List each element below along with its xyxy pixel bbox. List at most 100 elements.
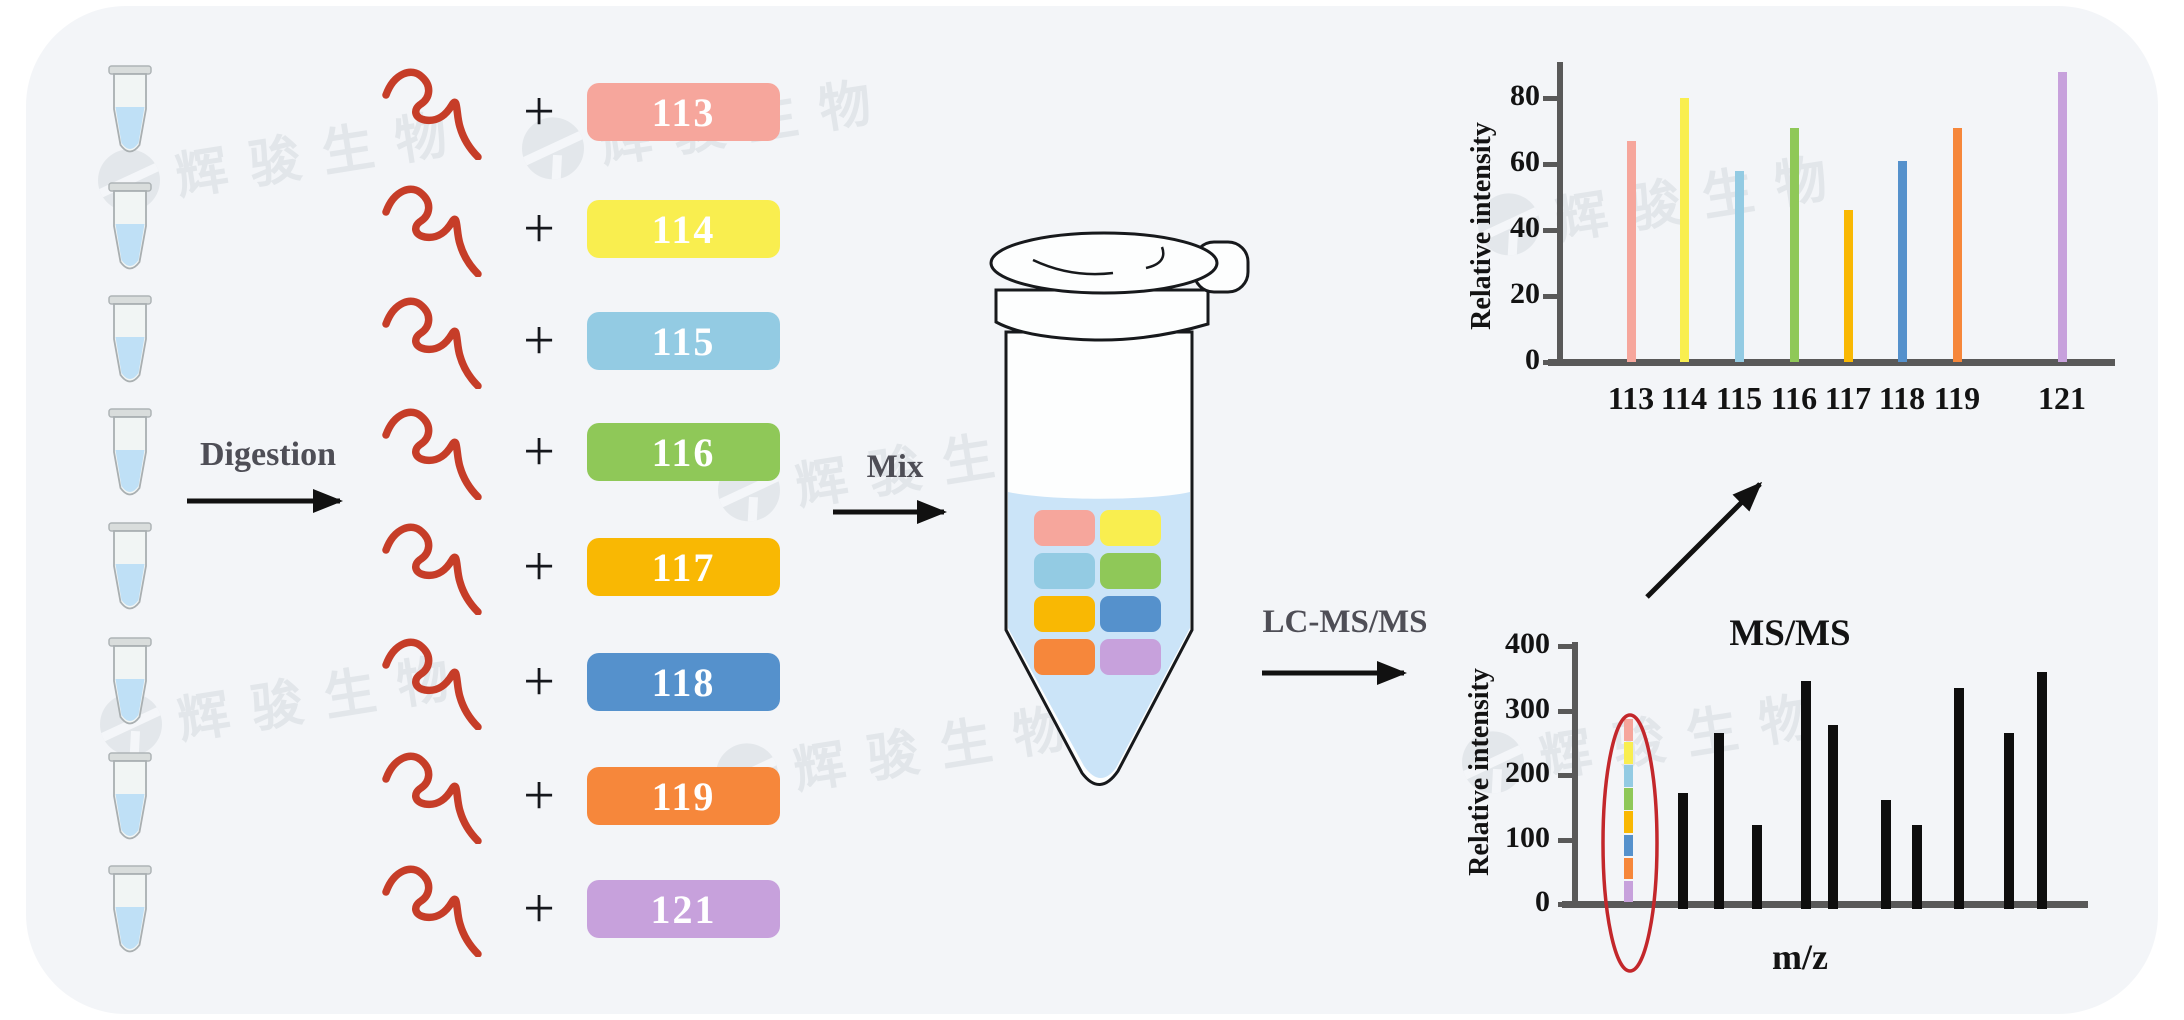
chart-title: MS/MS: [1729, 613, 1851, 654]
y-axis-tick: [1558, 902, 1572, 907]
y-axis-tick: [1558, 708, 1572, 714]
x-tick-label: 118: [1878, 380, 1926, 416]
mixed-label-chip: [1100, 510, 1161, 546]
reporter-badge-label: 116: [651, 429, 716, 475]
x-axis: [1548, 359, 2115, 366]
fragment-peak: [2004, 733, 2014, 909]
plus-sign: +: [523, 310, 555, 372]
reporter-bar: [1680, 98, 1689, 362]
x-tick-label: 113: [1607, 380, 1655, 416]
msms-to-report-arrow: [1645, 481, 1763, 599]
x-tick-label: 117: [1824, 380, 1872, 416]
reporter-stack-segment: [1624, 788, 1633, 810]
fragment-peak: [1912, 825, 1922, 909]
reporter-ions-ellipse: [1601, 713, 1659, 973]
y-axis-tick: [1543, 360, 1557, 365]
fragment-peak: [1828, 725, 1838, 909]
reporter-badge-label: 121: [650, 886, 717, 932]
reporter-stack-segment: [1624, 811, 1633, 834]
y-tick-label: 20: [1510, 277, 1540, 310]
reporter-badge: 119: [587, 767, 780, 825]
y-axis-tick: [1543, 162, 1557, 167]
fragment-peak: [1881, 800, 1891, 909]
reporter-bar: [1953, 128, 1962, 362]
fragment-peak: [1714, 733, 1724, 909]
process-arrows: [187, 481, 1763, 685]
x-axis: [1562, 901, 2088, 908]
reporter-stack-segment: [1624, 834, 1633, 857]
reporter-bar: [2058, 72, 2067, 362]
fragment-peak: [1954, 688, 1964, 909]
reporter-stack-segment: [1624, 765, 1633, 787]
reporter-badge: 115: [587, 312, 780, 370]
plus-sign: +: [523, 536, 555, 598]
mixed-label-chip: [1100, 596, 1161, 632]
reporter-badge-label: 115: [651, 318, 716, 364]
mixed-label-chip: [1034, 596, 1095, 632]
reporter-badge: 116: [587, 423, 780, 481]
y-axis: [1572, 642, 1578, 908]
y-axis-tick: [1558, 644, 1572, 649]
plus-sign: +: [523, 651, 555, 713]
digestion-label: Digestion: [200, 436, 336, 473]
reporter-badge: 121: [587, 880, 780, 938]
reporter-stack-segment: [1624, 718, 1633, 741]
y-tick-label: 0: [1535, 885, 1550, 918]
reporter-badge-label: 117: [651, 544, 716, 590]
mixed-label-chip: [1034, 510, 1095, 546]
y-axis-tick: [1558, 773, 1572, 778]
y-axis-tick: [1543, 294, 1557, 299]
reporter-bar: [1627, 141, 1636, 362]
cap-detail-arc: [1145, 246, 1165, 270]
fragment-peak: [1752, 825, 1762, 909]
reporter-bar: [1844, 210, 1853, 362]
fragment-peak: [1801, 681, 1811, 909]
reporter-badge-label: 113: [651, 89, 716, 135]
y-axis: [1557, 62, 1563, 366]
x-tick-label: 114: [1660, 380, 1708, 416]
reporter-stack-segment: [1624, 857, 1633, 880]
plus-sign: +: [523, 198, 555, 260]
reporter-stack-segment: [1624, 880, 1633, 903]
reporter-badge: 118: [587, 653, 780, 711]
tube-collar: [994, 288, 1210, 342]
y-axis-tick: [1558, 837, 1572, 843]
fragment-peak: [2037, 672, 2047, 909]
plus-sign: +: [523, 421, 555, 483]
mixed-label-chip: [1100, 553, 1161, 589]
mixed-label-chip: [1034, 553, 1095, 589]
y-tick-label: 300: [1505, 691, 1550, 725]
plus-sign: +: [523, 765, 555, 827]
y-tick-label: 0: [1525, 343, 1540, 376]
y-tick-label: 400: [1505, 627, 1550, 660]
x-axis-title: m/z: [1772, 937, 1828, 977]
reporter-badge-label: 118: [651, 659, 716, 705]
mix-label: Mix: [866, 449, 924, 485]
lcmsms-label: LC-MS/MS: [1262, 604, 1428, 640]
reporter-stack-segment: [1624, 742, 1633, 764]
x-tick-label: 121: [2038, 380, 2086, 416]
x-tick-label: 115: [1715, 380, 1763, 416]
plus-sign: +: [523, 81, 555, 143]
y-axis-tick: [1543, 228, 1557, 233]
tube-cap: [989, 231, 1219, 295]
reporter-badge: 113: [587, 83, 780, 141]
reporter-bar: [1735, 171, 1744, 362]
reporter-badge-label: 119: [651, 773, 716, 819]
reporter-bar: [1790, 128, 1799, 362]
mixed-label-chip: [1034, 639, 1095, 675]
fragment-peak: [1678, 793, 1688, 909]
y-tick-label: 200: [1505, 756, 1550, 789]
reporter-badge-label: 114: [651, 206, 716, 252]
reporter-badge: 114: [587, 200, 780, 258]
reporter-bar: [1898, 161, 1907, 362]
y-axis-tick: [1543, 96, 1557, 101]
y-tick-label: 100: [1505, 820, 1550, 854]
x-tick-label: 119: [1933, 380, 1981, 416]
plus-sign: +: [523, 878, 555, 940]
y-tick-label: 60: [1510, 145, 1540, 178]
y-tick-label: 80: [1510, 79, 1540, 112]
mixed-label-chip: [1100, 639, 1161, 675]
